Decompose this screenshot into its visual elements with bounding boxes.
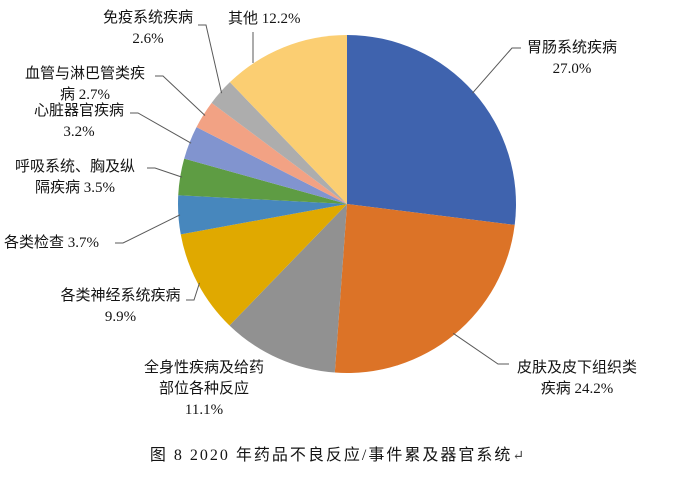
- pie-label-line: 部位各种反应: [158, 381, 249, 397]
- pie-label-line: 免疫系统疾病: [102, 10, 193, 26]
- leader-line-gastrointestinal: [472, 47, 521, 94]
- pie-label-line: 胃肠系统疾病: [526, 40, 617, 56]
- pie-label-line: 各类检查 3.7%: [4, 235, 99, 251]
- pie-slice-skin-subcutaneous: [334, 204, 515, 373]
- pie-label-line: 11.1%: [184, 402, 224, 418]
- pie-slice-nervous-system: [180, 204, 347, 326]
- pie-label-immune-system: 免疫系统疾病 2.6%: [88, 8, 208, 50]
- leader-line-skin-subcutaneous: [452, 332, 509, 365]
- leader-line-investigations: [115, 214, 181, 244]
- pie-label-respiratory: 呼吸系统、胸及纵 隔疾病 3.5%: [2, 157, 148, 199]
- pie-label-line: 3.2%: [63, 124, 95, 140]
- pie-label-line: 心脏器官疾病: [33, 103, 124, 119]
- pie-label-other: 其他 12.2%: [228, 9, 328, 30]
- pie-label-gastrointestinal: 胃肠系统疾病 27.0%: [518, 38, 626, 80]
- pie-label-line: 各类神经系统疾病: [60, 288, 181, 304]
- pie-label-line: 血管与淋巴管类疾: [24, 66, 145, 82]
- leader-line-vascular-lymphatic: [155, 75, 206, 116]
- pie-label-line: 隔疾病 3.5%: [35, 180, 115, 196]
- pie-slice-cardiac: [184, 127, 347, 204]
- pie-label-line: 9.9%: [104, 309, 137, 325]
- caption-text: 图 8 2020 年药品不良反应/事件累及器官系统: [149, 447, 513, 464]
- pie-label-line: 呼吸系统、胸及纵: [14, 159, 135, 175]
- leader-line-nervous-system: [186, 282, 200, 301]
- pie-label-line: 疾病 24.2%: [540, 381, 614, 397]
- pie-chart: 胃肠系统疾病 27.0% 皮肤及皮下组织类 疾病 24.2% 全身性疾病及给药 部位各种反…: [2, 8, 648, 421]
- leader-line-respiratory: [147, 167, 183, 178]
- pie-label-cardiac: 心脏器官疾病 3.2%: [24, 101, 134, 143]
- pie-slice-respiratory: [178, 158, 347, 204]
- figure-caption: 图 8 2020 年药品不良反应/事件累及器官系统↵: [0, 441, 674, 465]
- paragraph-return-mark: ↵: [512, 449, 525, 464]
- pie-slice-investigations: [178, 195, 347, 235]
- pie-slice-gastrointestinal: [347, 35, 516, 225]
- pie-label-line: 27.0%: [552, 61, 592, 77]
- pie-label-line: 病 2.7%: [60, 87, 110, 103]
- pie-svg: [115, 24, 521, 373]
- pie-label-line: 全身性疾病及给药: [143, 360, 264, 376]
- pie-label-line: 2.6%: [132, 31, 164, 47]
- pie-label-line: 其他 12.2%: [228, 11, 301, 27]
- pie-label-general-disorders: 全身性疾病及给药 部位各种反应 11.1%: [133, 358, 275, 421]
- pie-label-vascular-lymphatic: 血管与淋巴管类疾病 2.7%: [12, 64, 158, 106]
- pie-label-line: 皮肤及皮下组织类: [516, 360, 637, 376]
- pie-slice-vascular-lymphatic: [196, 102, 347, 204]
- pie-label-skin-subcutaneous: 皮肤及皮下组织类 疾病 24.2%: [506, 358, 648, 400]
- leader-line-cardiac: [130, 112, 192, 144]
- pie-label-nervous-system: 各类神经系统疾病 9.9%: [53, 286, 188, 328]
- pie-slice-immune-system: [211, 82, 347, 204]
- pie-label-investigations: 各类检查 3.7%: [4, 233, 116, 254]
- pie-slice-other: [229, 35, 347, 204]
- leader-line-immune-system: [198, 24, 223, 94]
- pie-slice-general-disorders: [229, 204, 347, 373]
